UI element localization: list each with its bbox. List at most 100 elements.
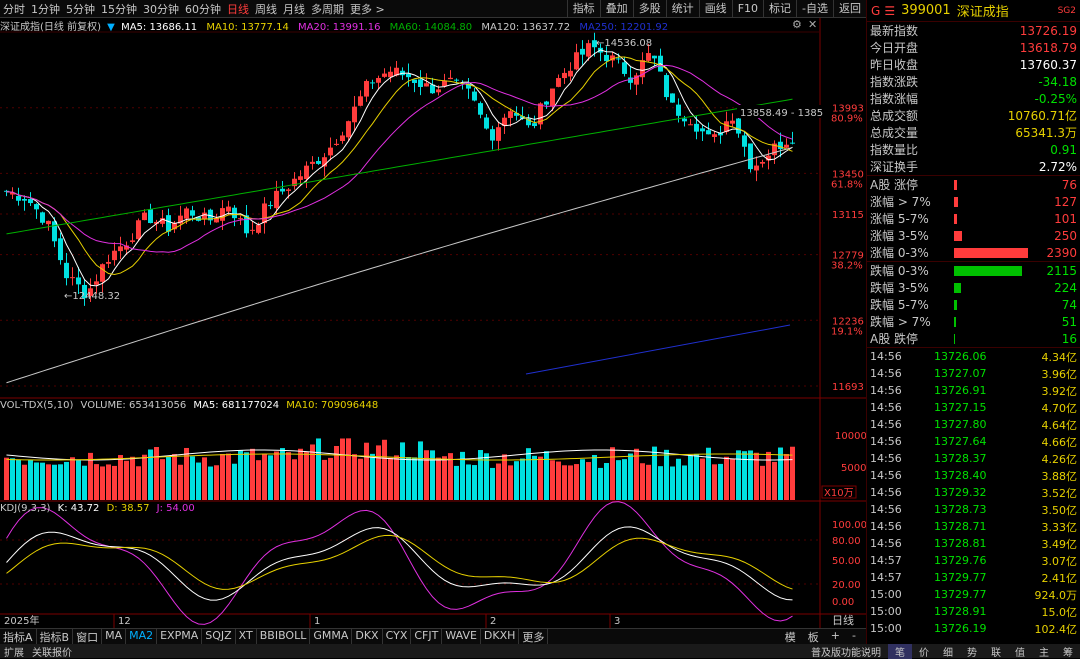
period-label: 日线 [832, 613, 854, 627]
tool-button-4[interactable]: 画线 [698, 0, 732, 18]
tool-button-2[interactable]: 多股 [632, 0, 666, 18]
tick-time: 14:57 [870, 571, 902, 584]
candle-body [142, 212, 147, 221]
volume-bar [358, 458, 363, 500]
tool-button-3[interactable]: 统计 [665, 0, 699, 18]
volume-bar [76, 460, 81, 500]
status-right-5[interactable]: 联 [991, 647, 1001, 659]
panel-button-3[interactable]: - [852, 628, 856, 642]
indicator-tab-12[interactable]: CFJT [411, 628, 443, 645]
status-right-8[interactable]: 筹 [1063, 647, 1073, 659]
volume-bar [526, 448, 531, 500]
status-right-1[interactable]: 笔 [888, 643, 912, 659]
volume-bar [154, 447, 159, 500]
kdj-axis-label: 20.00 [832, 580, 861, 591]
ma20-legend: MA20: 13991.16 [298, 22, 381, 33]
indicator-tab-7[interactable]: XT [236, 628, 257, 645]
tab-period-3[interactable]: 15分钟 [101, 2, 137, 16]
indicator-tab-10[interactable]: DKX [352, 628, 383, 645]
dropdown-icon[interactable]: ▼ [107, 22, 115, 33]
candle-body [514, 112, 519, 116]
kline-chart[interactable]: 1399380.9%1345061.8%131151277938.2%12236… [0, 0, 866, 628]
group-icon[interactable]: G [871, 3, 881, 18]
close-icon[interactable]: ✕ [808, 18, 818, 31]
candle-body [778, 141, 783, 150]
indicator-tab-2[interactable]: 窗口 [73, 628, 103, 645]
breadth-bar [954, 316, 957, 327]
tool-button-1[interactable]: 叠加 [599, 0, 633, 18]
tool-button-0[interactable]: 指标 [566, 0, 600, 18]
volume-bar [502, 454, 507, 500]
candle-body [676, 104, 681, 116]
candle-body [412, 79, 417, 83]
status-right-6[interactable]: 值 [1015, 647, 1025, 659]
settings-icon[interactable]: ⚙ [792, 18, 802, 31]
tick-price: 13729.32 [934, 486, 987, 499]
panel-button-2[interactable]: + [830, 628, 841, 642]
volume-bar [58, 464, 63, 500]
volume-bar [520, 458, 525, 500]
tool-button-5[interactable]: F10 [731, 0, 763, 18]
volume-bar [10, 458, 15, 500]
indicator-tab-8[interactable]: BBIBOLL [257, 628, 311, 645]
candle-body [604, 54, 609, 62]
candle-body [670, 93, 675, 103]
status-item-0[interactable]: 扩展 [4, 647, 24, 659]
sg-badge[interactable]: SG2 [1057, 5, 1076, 16]
candle-body [250, 229, 255, 231]
status-right-4[interactable]: 势 [967, 647, 977, 659]
tool-button-7[interactable]: -自选 [796, 0, 833, 18]
tick-amount: 4.26亿 [1041, 452, 1078, 466]
tab-period-6[interactable]: 日线 [227, 2, 249, 16]
tab-period-4[interactable]: 30分钟 [143, 2, 179, 16]
indicator-tab-15[interactable]: 更多 [519, 628, 549, 645]
tick-price: 13728.37 [934, 452, 987, 465]
tab-period-2[interactable]: 5分钟 [66, 2, 95, 16]
indicator-tab-4[interactable]: MA2 [126, 628, 158, 645]
volume-bar [286, 452, 291, 500]
kdj-axis-label: 100.00 [832, 520, 866, 531]
tab-period-8[interactable]: 月线 [283, 2, 305, 16]
indicator-tab-14[interactable]: DKXH [481, 628, 520, 645]
status-right-0[interactable]: 普及版功能说明 [811, 647, 881, 659]
status-right-3[interactable]: 细 [943, 647, 953, 659]
indicator-tab-3[interactable]: MA [102, 628, 127, 645]
tab-period-9[interactable]: 多周期 [311, 2, 344, 16]
status-item-1[interactable]: 关联报价 [32, 647, 72, 659]
index-title: 深证成指(日线 前复权) [0, 22, 101, 33]
volume-bar [790, 446, 795, 500]
tab-period-7[interactable]: 周线 [255, 2, 277, 16]
indicator-tab-5[interactable]: EXPMA [157, 628, 203, 645]
panel-button-0[interactable]: 模 [784, 630, 796, 644]
indicator-tab-6[interactable]: SQJZ [202, 628, 236, 645]
tab-period-0[interactable]: 分时 [3, 2, 25, 16]
volume-bar [592, 454, 597, 500]
indicator-tab-11[interactable]: CYX [383, 628, 412, 645]
volume-bar [712, 464, 717, 500]
tool-button-6[interactable]: 标记 [763, 0, 796, 18]
panel-button-1[interactable]: 板 [807, 630, 819, 644]
status-right-7[interactable]: 主 [1039, 647, 1049, 659]
menu-icon[interactable]: ☰ [884, 3, 896, 18]
quote-value: 0.91 [1050, 142, 1077, 157]
tool-button-8[interactable]: 返回 [833, 0, 866, 18]
indicator-tab-13[interactable]: WAVE [442, 628, 481, 645]
tab-period-1[interactable]: 1分钟 [31, 2, 60, 16]
candle-body [694, 123, 699, 132]
tick-price: 13728.40 [934, 469, 987, 482]
vol-ma10: MA10: 709096448 [286, 400, 379, 411]
quote-label: 指数涨幅 [870, 92, 919, 106]
tab-period-5[interactable]: 60分钟 [185, 2, 221, 16]
quote-value: 13760.37 [1019, 57, 1077, 72]
candle-body [424, 83, 429, 87]
candle-body [430, 84, 435, 94]
volume-bar [424, 450, 429, 500]
indicator-tab-1[interactable]: 指标B [37, 628, 74, 645]
tab-period-10[interactable]: 更多 > [350, 2, 385, 16]
volume-bar [640, 463, 645, 500]
status-right-2[interactable]: 价 [919, 647, 929, 659]
indicator-tab-0[interactable]: 指标A [0, 628, 37, 645]
quote-label: 指数涨跌 [870, 75, 919, 89]
indicator-tab-9[interactable]: GMMA [310, 628, 353, 645]
kdj-legend: KDJ(9,3,3) K: 43.72 D: 38.57 J: 54.00 [0, 503, 820, 516]
